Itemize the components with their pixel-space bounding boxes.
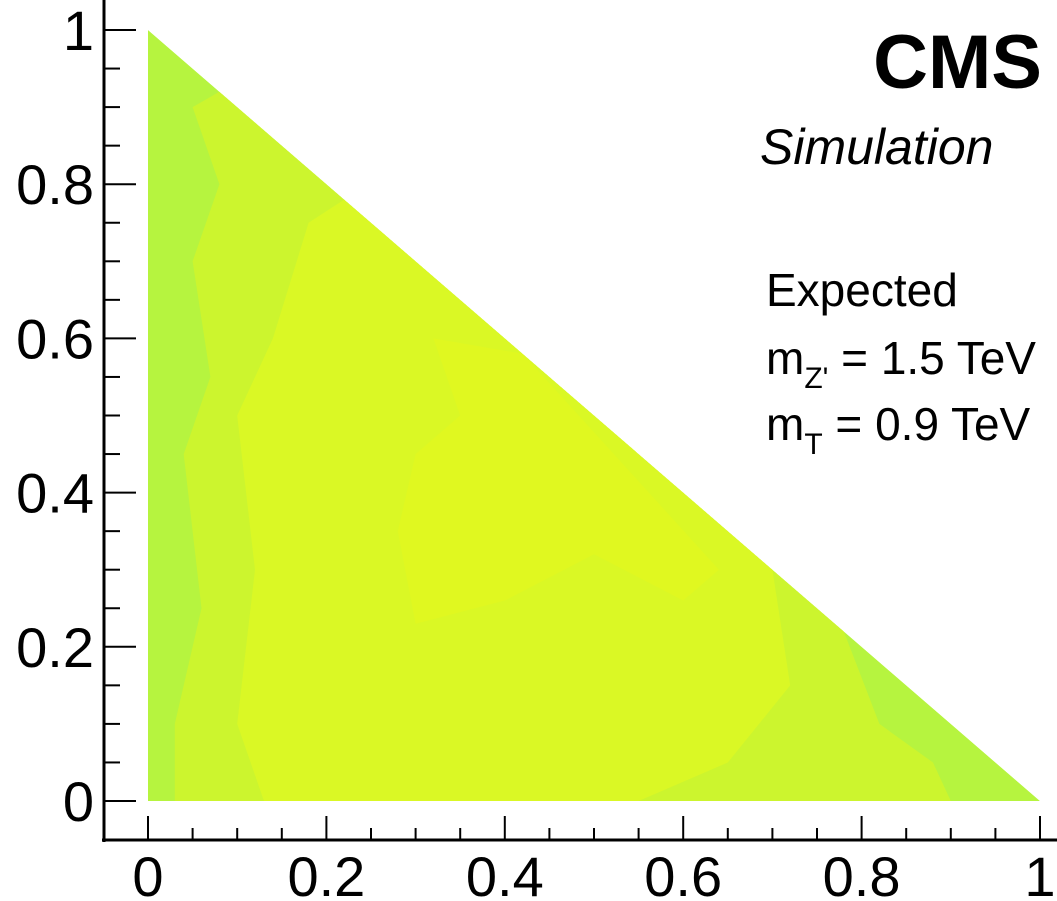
y-tick-label: 0.2 — [16, 616, 94, 679]
x-tick-label: 0.4 — [466, 845, 544, 901]
heatmap-level-peak — [397, 338, 719, 624]
y-tick-label: 0 — [63, 770, 94, 833]
y-tick-label: 1 — [63, 0, 94, 62]
x-tick-label: 0.6 — [644, 845, 722, 901]
y-tick-label: 0.6 — [16, 307, 94, 370]
axes — [102, 0, 1057, 842]
x-tick-label: 0.8 — [823, 845, 901, 901]
annotation-mzprime-value: = 1.5 TeV — [828, 332, 1036, 384]
annotation-mzprime-symbol: m — [766, 332, 804, 384]
annotation-mt-symbol: m — [766, 398, 804, 450]
annotation-expected: Expected — [766, 264, 958, 316]
y-tick-label: 0.4 — [16, 462, 94, 525]
x-tick-label: 0.2 — [287, 845, 365, 901]
chart-title: CMS — [873, 20, 1042, 105]
x-tick-label: 1 — [1024, 845, 1055, 901]
chart-subtitle: Simulation — [760, 119, 993, 175]
y-tick-label: 0.8 — [16, 153, 94, 216]
heatmap-levels — [148, 30, 1040, 801]
annotation-mt: mT = 0.9 TeV — [766, 398, 1031, 461]
annotation-mt-value: = 0.9 TeV — [823, 398, 1031, 450]
annotation-mt-subscript: T — [804, 428, 822, 461]
tick-labels: 0 0.2 0.4 0.6 0.8 1 0 0.2 0.4 0.6 0.8 1 — [16, 0, 1055, 901]
x-tick-label: 0 — [132, 845, 163, 901]
annotation-mzprime-subscript: Z' — [804, 362, 828, 395]
tick-marks — [104, 29, 1041, 840]
annotation-mzprime: mZ' = 1.5 TeV — [766, 332, 1036, 395]
